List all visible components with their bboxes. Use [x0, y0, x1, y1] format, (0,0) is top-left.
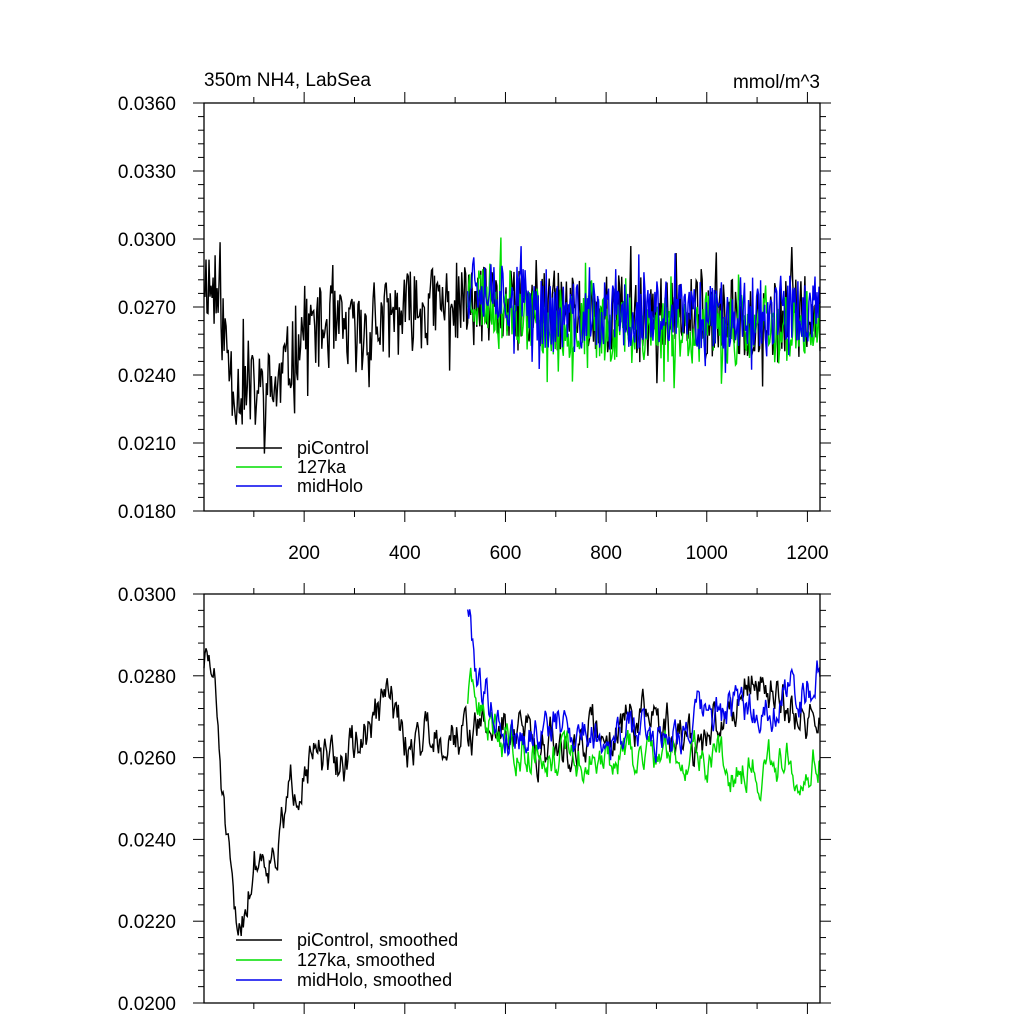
- x-tick-label: 600: [490, 543, 522, 564]
- x-tick-label: 800: [590, 543, 622, 564]
- y-tick-label: 0.0220: [118, 912, 176, 933]
- y-tick-label: 0.0300: [118, 585, 176, 606]
- series-line-3: [467, 609, 821, 763]
- y-tick-label: 0.0360: [118, 94, 176, 115]
- series-line-1: [203, 648, 821, 937]
- y-tick-label: 0.0180: [118, 502, 176, 523]
- x-tick-label: 400: [389, 543, 421, 564]
- legend-label: 127ka, smoothed: [297, 950, 435, 970]
- legend-label: piControl, smoothed: [297, 930, 458, 950]
- y-tick-label: 0.0210: [118, 434, 176, 455]
- legend-label: piControl: [297, 438, 369, 458]
- x-tick-label: 1000: [686, 543, 728, 564]
- y-tick-label: 0.0280: [118, 667, 176, 688]
- chart-units: mmol/m^3: [733, 72, 820, 93]
- series-line-3: [467, 246, 821, 373]
- bottom-panel: 0.0200 0.0220 0.0240 0.0260 0.0280 0.0300 piCo…: [118, 583, 831, 1015]
- series-line-2: [467, 667, 821, 802]
- y-tick-label: 0.0330: [118, 162, 176, 183]
- plot-frame: [203, 593, 821, 1004]
- x-tick-label: 200: [288, 543, 320, 564]
- x-tick-label: 1200: [786, 543, 828, 564]
- y-tick-label: 0.0240: [118, 830, 176, 851]
- y-tick-label: 0.0300: [118, 230, 176, 251]
- y-tick-label: 0.0270: [118, 298, 176, 319]
- legend-label: midHolo, smoothed: [297, 970, 452, 990]
- chart-title: 350m NH4, LabSea: [204, 70, 371, 91]
- y-tick-label: 0.0200: [118, 994, 176, 1015]
- y-tick-label: 0.0260: [118, 749, 176, 770]
- legend-label: 127ka: [297, 457, 347, 477]
- top-panel: 350m NH4, LabSea mmol/m^3 0.0180 0.0210 0.…: [118, 70, 831, 564]
- y-tick-label: 0.0240: [118, 366, 176, 387]
- legend-label: midHolo: [297, 476, 363, 496]
